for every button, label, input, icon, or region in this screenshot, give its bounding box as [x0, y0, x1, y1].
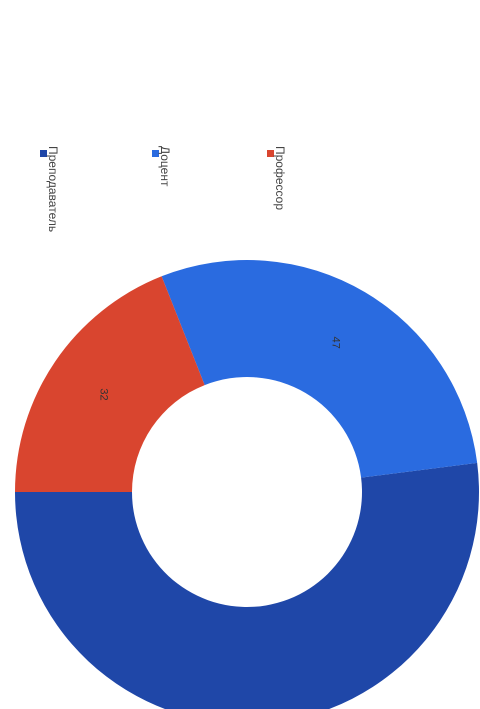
- data-label-1: 47: [329, 337, 341, 349]
- legend-swatch: [40, 150, 47, 157]
- legend-item-prepodavatel: Преподаватель: [40, 146, 60, 232]
- legend-label: Доцент: [158, 146, 172, 187]
- slice-2: [15, 276, 205, 492]
- data-label-2: 32: [98, 388, 110, 400]
- legend-label: Преподаватель: [46, 146, 60, 232]
- data-labels: 47 32: [98, 337, 342, 401]
- slices: [15, 260, 479, 709]
- slice-0: [15, 462, 479, 709]
- legend-item-docent: Доцент: [152, 146, 172, 187]
- legend-item-professor: Профессор: [267, 146, 287, 210]
- slice-1: [161, 260, 478, 478]
- legend-swatch: [267, 150, 274, 157]
- legend: Преподаватель Доцент Профессор: [40, 146, 287, 232]
- legend-label: Профессор: [273, 146, 287, 210]
- legend-swatch: [152, 150, 159, 157]
